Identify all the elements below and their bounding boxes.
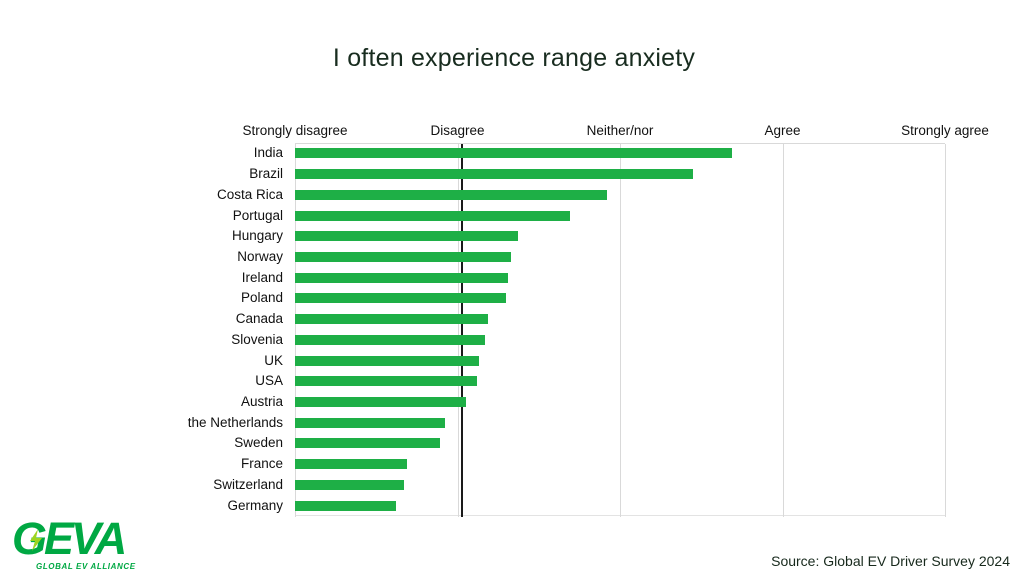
bar-hungary (295, 231, 518, 242)
bar-portugal (295, 210, 570, 221)
country-label: Austria (240, 394, 283, 410)
chart-title: I often experience range anxiety (332, 44, 696, 72)
x-axis-label: Strongly agree (901, 123, 989, 138)
country-label: Germany (227, 497, 283, 513)
reference-line (461, 144, 464, 517)
bar-series (295, 143, 945, 516)
country-label: India (253, 145, 283, 161)
bar-slovenia (295, 334, 486, 345)
country-label: UK (264, 352, 283, 368)
country-label: the Netherlands (187, 414, 283, 430)
bar-india (295, 148, 733, 159)
country-label: Brazil (249, 166, 283, 182)
bar-france (295, 459, 408, 470)
gridline (620, 144, 621, 517)
country-label: Norway (237, 248, 283, 264)
country-label: Portugal (232, 207, 283, 223)
bar-poland (295, 293, 507, 304)
country-label: Ireland (241, 269, 283, 285)
bar-uk (295, 355, 479, 366)
plot-area (295, 143, 946, 517)
country-label: Hungary (231, 228, 283, 244)
x-axis-label: Neither/nor (586, 123, 654, 138)
geva-logo-subtext: GLOBAL EV ALLIANCE (36, 562, 136, 571)
country-label: Costa Rica (216, 186, 283, 202)
geva-logo-text: GEVA (12, 513, 127, 564)
bar-costa-rica (295, 189, 607, 200)
country-label: France (240, 456, 283, 472)
bar-austria (295, 397, 466, 408)
gridline (295, 144, 296, 517)
country-label: Slovenia (231, 331, 283, 347)
x-axis-label: Disagree (430, 123, 485, 138)
bar-the-netherlands (295, 417, 445, 428)
country-label: Poland (240, 290, 283, 306)
gridline (457, 144, 459, 517)
x-axis-labels: Strongly disagree Disagree Neither/nor Agre… (242, 123, 988, 140)
x-axis-label: Agree (764, 123, 801, 138)
bar-brazil (295, 169, 694, 180)
country-label: Switzerland (213, 476, 283, 492)
bar-germany (295, 500, 396, 511)
bar-switzerland (295, 479, 404, 490)
gridline (945, 144, 946, 517)
geva-logo: GEVA GLOBAL EV ALLIANCE (12, 516, 182, 576)
y-axis-country-labels: India Brazil Costa Rica Portugal Hungary Norw… (0, 143, 283, 516)
source-note: Source: Global EV Driver Survey 2024 (771, 553, 1010, 569)
bar-canada (295, 314, 489, 325)
bar-usa (295, 376, 477, 387)
country-label: USA (255, 373, 283, 389)
bar-norway (295, 251, 512, 262)
bar-sweden (295, 438, 440, 449)
country-label: Canada (235, 311, 283, 327)
country-label: Sweden (234, 435, 283, 451)
x-axis-label: Strongly disagree (242, 123, 348, 138)
gridline (782, 144, 784, 517)
bar-ireland (295, 272, 508, 283)
